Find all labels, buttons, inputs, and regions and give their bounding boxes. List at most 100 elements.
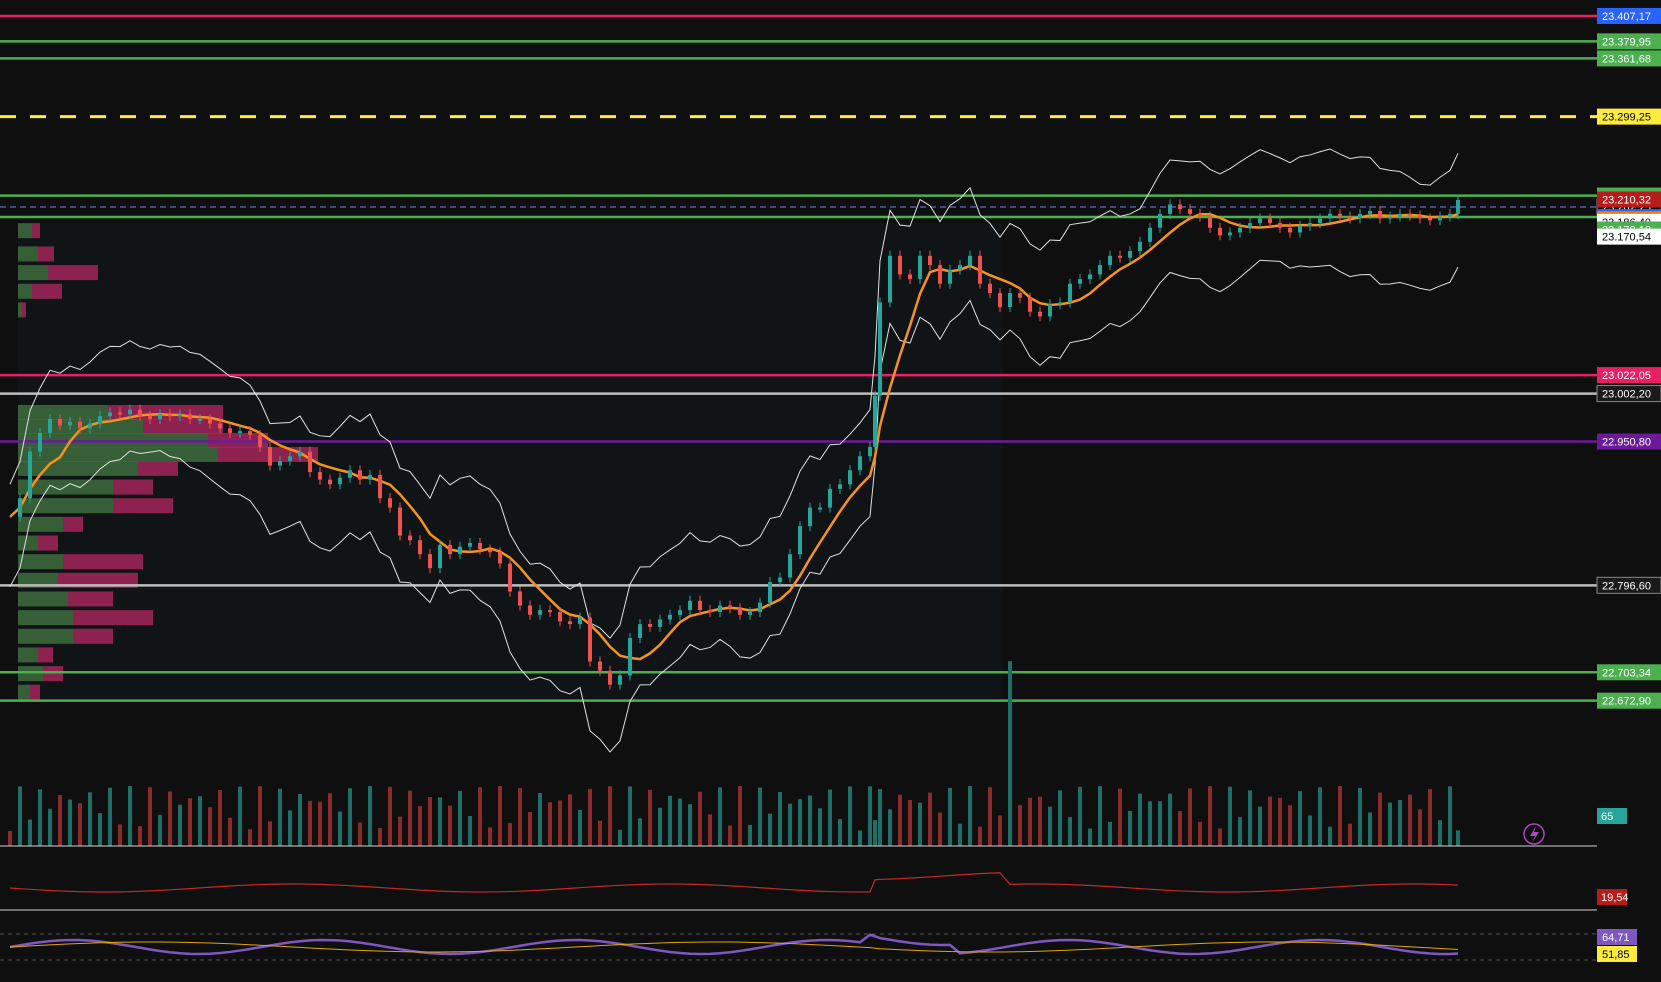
rsi-signal xyxy=(9,941,1459,953)
volume-bar xyxy=(238,786,242,846)
candle xyxy=(1456,199,1460,214)
volume-bar xyxy=(58,795,62,846)
volume-bar xyxy=(1078,786,1082,846)
candle xyxy=(1058,302,1062,305)
candle xyxy=(318,472,322,480)
candle xyxy=(848,470,852,485)
volume-bar xyxy=(1248,790,1252,846)
volume-bar xyxy=(248,829,252,846)
volume-bar xyxy=(1288,805,1292,846)
price-tag-level-bg xyxy=(1597,50,1661,67)
lightning-bolt-icon xyxy=(1530,826,1539,843)
volume-profile-up xyxy=(18,498,113,514)
volume-profile-up xyxy=(18,591,68,607)
volume-bar xyxy=(1228,786,1232,846)
volume-profile-up xyxy=(18,283,32,299)
volume-bar xyxy=(258,786,262,846)
volume-bar xyxy=(838,818,842,846)
volume-profile-down xyxy=(38,647,53,663)
volume-profile-up xyxy=(18,684,30,700)
candle xyxy=(958,265,962,270)
candle xyxy=(458,546,462,555)
indicator-tag-bg xyxy=(1597,889,1627,905)
candle xyxy=(948,269,952,284)
candle xyxy=(128,409,132,415)
candle xyxy=(1338,213,1342,217)
volume-profile-up xyxy=(18,302,22,318)
volume-bar xyxy=(1278,797,1282,846)
volume-bar xyxy=(168,791,172,846)
candle xyxy=(658,619,662,627)
volume-bar xyxy=(208,807,212,846)
candle xyxy=(798,526,802,555)
volume-profile-up xyxy=(18,516,63,532)
volume-tag: 65 xyxy=(1601,811,1613,823)
candle xyxy=(748,611,752,615)
candle xyxy=(228,428,232,433)
volume-bar xyxy=(388,786,392,846)
volume-bar xyxy=(1298,791,1302,846)
candle xyxy=(268,446,272,466)
volume-bar xyxy=(278,788,282,846)
candle xyxy=(858,456,862,471)
candle xyxy=(1188,209,1192,214)
volume-bar xyxy=(1038,796,1042,846)
candle xyxy=(818,507,822,510)
indicator-tag: 19,54 xyxy=(1601,892,1629,904)
volume-bar xyxy=(8,831,12,846)
candle xyxy=(618,675,622,685)
volume-profile-down xyxy=(32,283,62,299)
candle xyxy=(1368,211,1372,214)
candle xyxy=(18,498,22,517)
volume-bar xyxy=(138,826,142,846)
volume-bar xyxy=(218,790,222,846)
volume-bar xyxy=(558,800,562,846)
volume-bar xyxy=(418,806,422,846)
volume-bar xyxy=(308,800,312,846)
volume-bar xyxy=(128,786,132,846)
lightning-icon[interactable] xyxy=(1523,823,1545,845)
volume-bar xyxy=(928,792,932,846)
volume-bar xyxy=(968,786,972,846)
volume-bar xyxy=(828,789,832,846)
candle xyxy=(1168,204,1172,214)
price-tag-extra-bg xyxy=(1597,191,1661,208)
volume-profile-down xyxy=(113,498,173,514)
candle xyxy=(1288,227,1292,233)
volume-bar xyxy=(298,793,302,846)
candle xyxy=(528,605,532,615)
volume-profile-up xyxy=(18,246,38,262)
price-tag-level: 22.950,80 xyxy=(1602,437,1651,449)
volume-bar xyxy=(798,799,802,846)
volume-bar xyxy=(588,788,592,846)
candle xyxy=(868,446,872,457)
volume-bar xyxy=(1128,810,1132,846)
volume-bar xyxy=(1456,830,1460,846)
candle xyxy=(118,412,122,415)
candle xyxy=(498,552,502,564)
candle xyxy=(938,265,942,284)
volume-bar xyxy=(38,789,42,846)
volume-bar xyxy=(408,790,412,846)
volume-bar xyxy=(648,789,652,846)
volume-bar xyxy=(498,786,502,846)
candle xyxy=(1178,204,1182,210)
volume-bar xyxy=(328,793,332,846)
volume-bar xyxy=(718,787,722,846)
candle xyxy=(1448,213,1452,217)
volume-bar xyxy=(898,794,902,846)
candle xyxy=(1328,213,1332,219)
price-tag-level-bg xyxy=(1596,576,1661,594)
volume-bar xyxy=(88,792,92,846)
candle xyxy=(1108,255,1112,266)
candle xyxy=(1008,293,1012,308)
volume-bar xyxy=(1098,786,1102,846)
volume-bar xyxy=(1028,797,1032,846)
candle xyxy=(1088,274,1092,280)
candle xyxy=(398,507,402,536)
volume-profile-up xyxy=(18,460,138,476)
candle xyxy=(678,610,682,615)
volume-profile-up xyxy=(18,404,108,420)
